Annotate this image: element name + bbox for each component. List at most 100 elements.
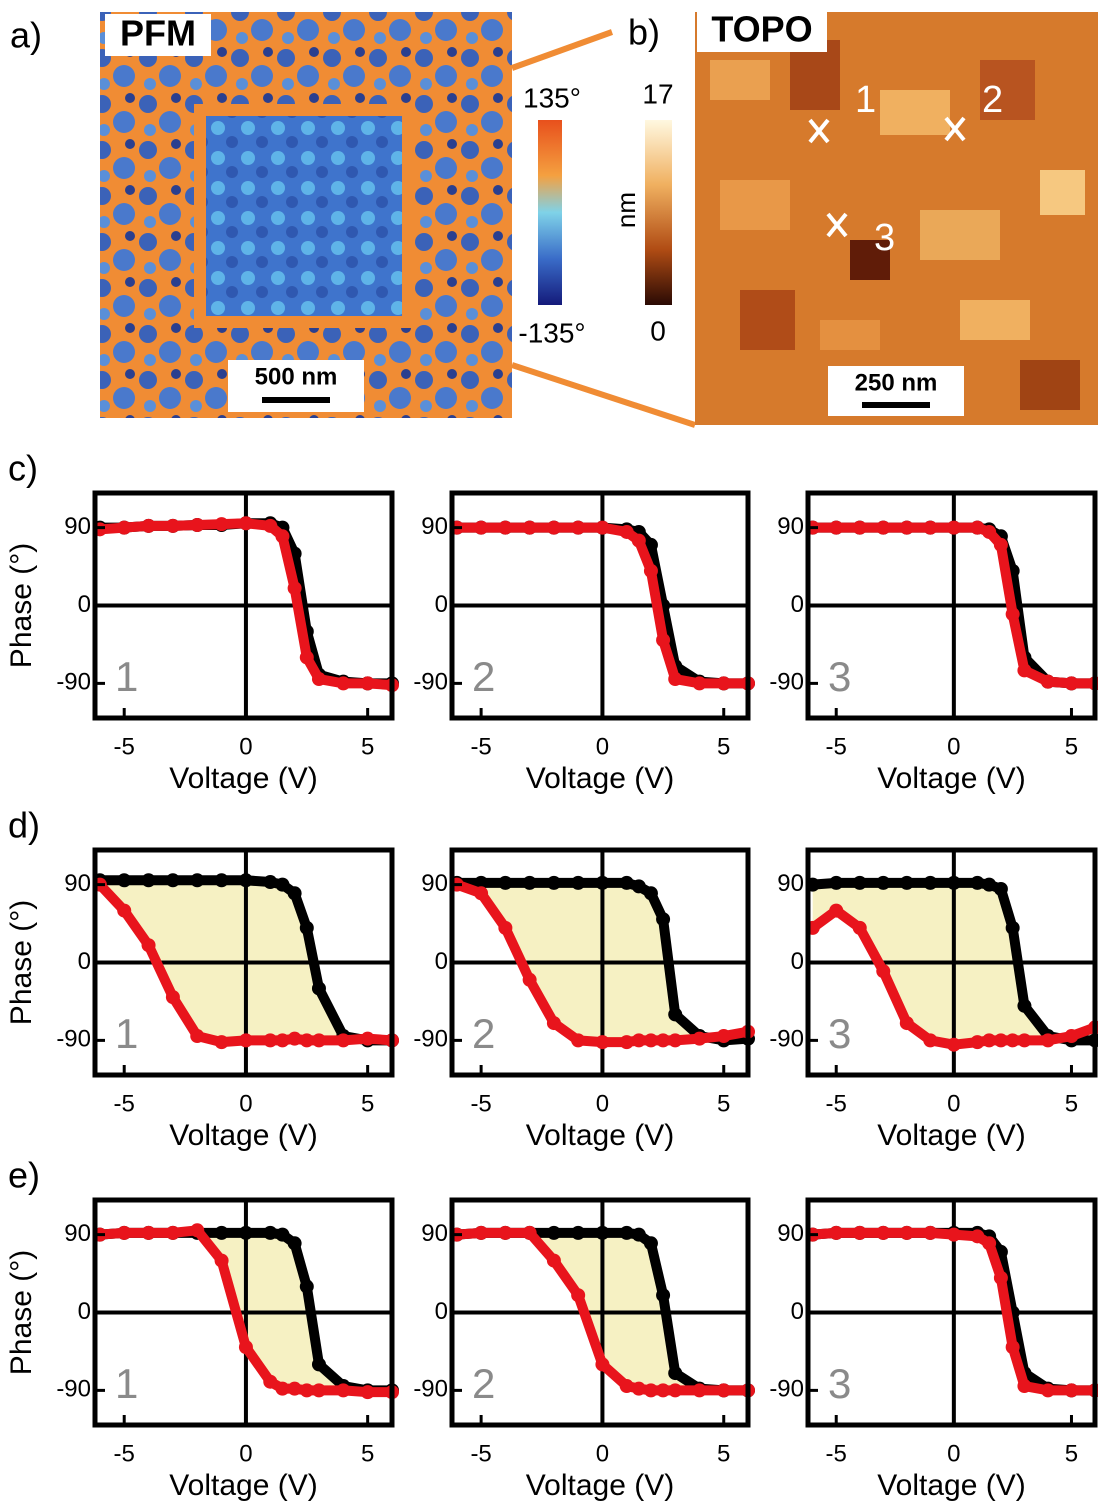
x-tick-label: -5 (114, 733, 135, 760)
x-tick-label: 5 (361, 733, 374, 760)
panel-label: c) (8, 448, 38, 489)
scale-bar (862, 402, 930, 408)
data-point (656, 1383, 671, 1398)
y-tick-label: -90 (56, 669, 91, 696)
data-point (829, 520, 844, 535)
colorbar-min: 0 (650, 315, 666, 346)
data-point (1017, 1379, 1032, 1394)
data-point (1005, 607, 1020, 622)
curve-number: 2 (472, 653, 495, 700)
data-point (876, 964, 891, 979)
data-point (498, 1225, 513, 1240)
data-point (993, 1033, 1008, 1048)
data-point (923, 875, 938, 890)
data-point (546, 1225, 561, 1240)
data-point (299, 920, 314, 935)
data-point (522, 1225, 537, 1240)
x-tick-label: 5 (1065, 733, 1078, 760)
x-tick-label: 0 (947, 1440, 960, 1467)
data-point (498, 520, 513, 535)
data-point (643, 1033, 658, 1048)
data-point (336, 1033, 351, 1048)
data-point (619, 1225, 634, 1240)
topo-grains (710, 40, 1085, 410)
data-point (214, 873, 229, 888)
data-point (1040, 1383, 1055, 1398)
point-markers (808, 116, 966, 238)
scale-bar-label: 500 nm (255, 363, 338, 390)
data-point (311, 981, 326, 996)
data-point (643, 1383, 658, 1398)
scale-bar (262, 397, 330, 403)
data-point (982, 877, 997, 892)
data-point (631, 879, 646, 894)
y-tick-label: -90 (56, 1376, 91, 1403)
data-point (474, 886, 489, 901)
data-point (668, 1007, 683, 1022)
data-point (546, 1253, 561, 1268)
data-point (631, 533, 646, 548)
x-tick-label: -5 (470, 1440, 491, 1467)
data-point (876, 1225, 891, 1240)
panel-label: a) (10, 15, 42, 56)
point-label: 3 (874, 217, 895, 259)
data-point (1040, 674, 1055, 689)
data-point (1017, 663, 1032, 678)
x-tick-label: -5 (826, 733, 847, 760)
data-point (165, 518, 180, 533)
x-tick-label: 5 (1065, 1440, 1078, 1467)
data-point (546, 1016, 561, 1031)
data-point (360, 676, 375, 691)
data-point (829, 903, 844, 918)
x-axis-label: Voltage (V) (526, 762, 674, 795)
pfm-title: PFM (120, 13, 196, 54)
data-point (546, 875, 561, 890)
data-point (829, 1225, 844, 1240)
data-point (595, 875, 610, 890)
x-axis-label: Voltage (V) (169, 1469, 317, 1502)
y-tick-label: 0 (791, 1298, 804, 1325)
curve-number: 3 (828, 1010, 851, 1057)
data-point (238, 1340, 253, 1355)
data-point (876, 520, 891, 535)
curve-number: 2 (472, 1010, 495, 1057)
data-point (643, 537, 658, 552)
y-tick-label: -90 (413, 669, 448, 696)
data-point (287, 1236, 302, 1251)
data-point (656, 633, 671, 648)
data-point (311, 1383, 326, 1398)
data-point (299, 1383, 314, 1398)
data-point (993, 1270, 1008, 1285)
data-point (214, 1253, 229, 1268)
data-point (643, 563, 658, 578)
data-point (275, 1227, 290, 1242)
y-tick-label: 90 (421, 513, 448, 540)
x-axis-label: Voltage (V) (877, 1119, 1025, 1152)
colorbar (538, 120, 562, 305)
x-tick-label: 0 (596, 733, 609, 760)
data-point (643, 886, 658, 901)
data-point (619, 875, 634, 890)
data-point (263, 518, 278, 533)
y-tick-label: 90 (421, 870, 448, 897)
y-tick-label: 90 (777, 1220, 804, 1247)
data-point (117, 873, 132, 888)
y-tick-label: -90 (769, 669, 804, 696)
data-point (275, 1381, 290, 1396)
y-tick-label: 0 (78, 1298, 91, 1325)
data-point (852, 1225, 867, 1240)
data-point (165, 990, 180, 1005)
y-tick-label: -90 (413, 1376, 448, 1403)
curve-number: 2 (472, 1360, 495, 1407)
data-point (190, 1223, 205, 1238)
data-point (656, 1033, 671, 1048)
data-point (829, 875, 844, 890)
y-tick-label: -90 (56, 1026, 91, 1053)
x-tick-label: 0 (596, 1090, 609, 1117)
y-tick-label: 0 (78, 948, 91, 975)
data-point (141, 1225, 156, 1240)
data-point (1040, 1033, 1055, 1048)
data-point (619, 524, 634, 539)
